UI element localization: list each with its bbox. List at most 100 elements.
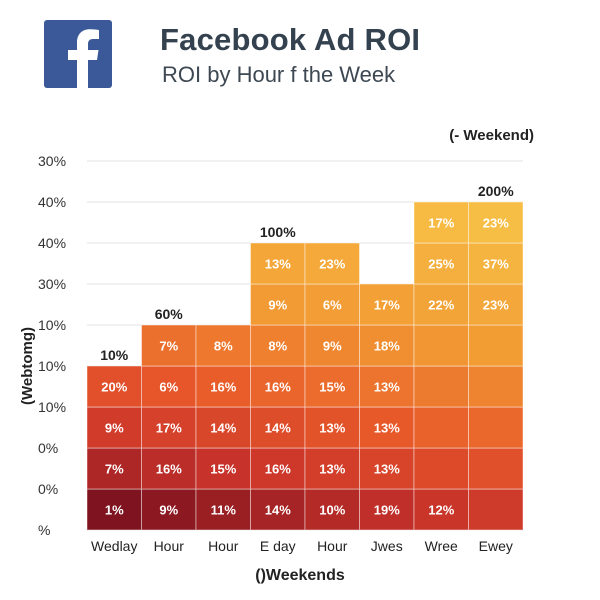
heatmap-cell [413,242,469,285]
x-tick-label: Hour [317,538,348,554]
x-tick-label: Ewey [479,538,513,554]
cell-value-label: 14% [265,503,291,518]
cell-value-label: 13% [265,257,291,272]
heatmap-cell [250,406,306,449]
heatmap-cell [250,242,306,285]
cell-value-label: 22% [428,298,454,313]
y-tick-label: 40% [38,235,66,251]
cell-value-label: 15% [210,462,236,477]
y-tick-label: 30% [38,276,66,292]
y-tick-label: 30% [38,153,66,169]
cell-value-label: 37% [483,257,509,272]
cell-value-label: 9% [105,421,124,436]
cell-value-label: 9% [268,298,287,313]
cell-value-label: 16% [265,462,291,477]
heatmap-cell [250,447,306,490]
cell-value-label: 14% [210,421,236,436]
heatmap-cell [468,365,524,408]
heatmap-cell [468,488,524,531]
heatmap-cell [413,406,469,449]
heatmap-cell [86,365,142,408]
heatmap-cell [413,447,469,490]
x-tick-label: Jwes [371,538,403,554]
cell-value-label: 25% [428,257,454,272]
cell-value-label: 13% [319,462,345,477]
heatmap-cell [304,283,360,326]
heatmap-cell [141,324,197,367]
cell-value-label: 8% [214,339,233,354]
page-subtitle: ROI by Hour f the Week [162,62,396,87]
y-tick-label: 0% [38,481,58,497]
y-tick-label: 10% [38,317,66,333]
column-total-label: 200% [478,183,514,199]
cell-value-label: 13% [319,421,345,436]
heatmap-cell [141,447,197,490]
y-tick-label: 40% [38,194,66,210]
column-total-label: 10% [100,347,129,363]
cell-value-label: 15% [319,380,345,395]
column-total-label: 60% [155,306,184,322]
cell-value-label: 6% [159,380,178,395]
cell-value-label: 19% [374,503,400,518]
heatmap-cell [250,283,306,326]
cell-value-label: 8% [268,339,287,354]
cell-value-label: 17% [374,298,400,313]
heatmap-cell [141,365,197,408]
heatmap-cell [468,201,524,244]
x-tick-label: Hour [208,538,239,554]
heatmap-cell [413,365,469,408]
facebook-logo-icon [44,20,112,88]
heatmap-cell [359,365,415,408]
heatmap-cell [468,242,524,285]
chart-legend: (- Weekend) [449,127,534,144]
cell-value-label: 7% [159,339,178,354]
cell-value-label: 16% [156,462,182,477]
x-tick-label: E day [260,538,296,554]
y-tick-label: % [38,522,50,538]
heatmap-cell [413,201,469,244]
column-total-label: 100% [260,224,296,240]
heatmap-cell [141,488,197,531]
cell-value-label: 23% [483,216,509,231]
heatmap-cell [468,324,524,367]
y-axis-title: (Webtomg) [19,327,36,405]
cell-value-label: 20% [101,380,127,395]
cell-value-label: 6% [323,298,342,313]
cell-value-label: 13% [374,462,400,477]
cell-value-label: 9% [323,339,342,354]
cell-value-label: 11% [211,503,237,518]
x-axis-title: ()Weekends [255,567,345,584]
page-title: Facebook Ad ROI [160,22,421,57]
heatmap-cell [250,488,306,531]
heatmap-cell [468,283,524,326]
cell-value-label: 1% [105,503,124,518]
heatmap-cell [413,324,469,367]
cell-value-label: 17% [428,216,454,231]
heatmap-cell [468,406,524,449]
x-tick-label: Hour [154,538,185,554]
heatmap-cell [413,283,469,326]
cell-value-label: 18% [374,339,400,354]
cell-value-label: 12% [428,503,454,518]
heatmap-cell [195,488,251,531]
heatmap-cell [304,406,360,449]
cell-value-label: 13% [374,421,400,436]
heatmap-cell [304,447,360,490]
heatmap-cell [304,242,360,285]
heatmap-cell [195,324,251,367]
cell-value-label: 13% [374,380,400,395]
cell-value-label: 16% [210,380,236,395]
cell-value-label: 23% [483,298,509,313]
cell-value-label: 23% [319,257,345,272]
heatmap-cell [304,365,360,408]
y-tick-label: 0% [38,440,58,456]
x-tick-label: Wree [425,538,458,554]
y-tick-label: 10% [38,358,66,374]
x-tick-label: Wedlay [91,538,137,554]
cell-value-label: 16% [265,380,291,395]
heatmap-cell [413,488,469,531]
cell-value-label: 7% [105,462,124,477]
heatmap-cell [304,488,360,531]
heatmap-cell [359,447,415,490]
